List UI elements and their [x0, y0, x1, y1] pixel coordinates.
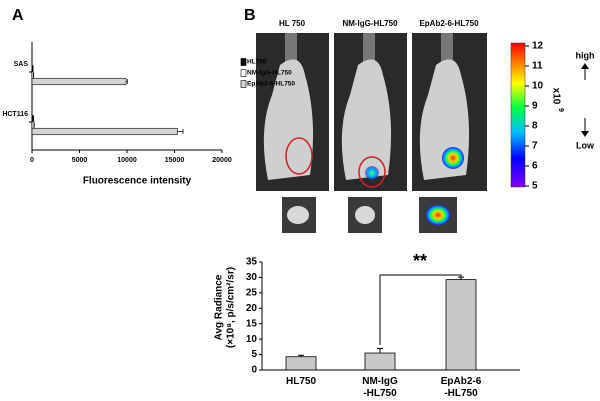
y-axis-label: Avg Radiance (×10⁸, p/s/cm²/sr): [213, 266, 237, 349]
category-label: SAS: [14, 61, 29, 68]
x-tick-label: 0: [30, 157, 34, 164]
error-bar: [377, 347, 383, 354]
panel-label: A: [12, 7, 24, 24]
category-label: HCT116: [2, 111, 28, 118]
colorbar-tick-label: 10: [532, 81, 544, 92]
low-label: Low: [576, 140, 595, 150]
unit-exp: 9: [557, 108, 564, 112]
colorbar: [510, 42, 526, 188]
x-tick-label: 10000: [117, 157, 137, 164]
error-bar: [458, 276, 464, 280]
panel-label: B: [244, 7, 256, 24]
y-tick-label: 10: [246, 334, 258, 345]
x-tick-label: 15000: [165, 157, 185, 164]
y-tick-label: 5: [251, 349, 257, 360]
bar: [31, 127, 178, 136]
y-tick-label: 35: [246, 257, 258, 268]
colorbar-tick-label: 5: [532, 181, 538, 192]
colorbar-tick-label: 8: [532, 121, 538, 132]
colorbar-tick-label: 6: [532, 161, 538, 172]
image-title: NM-IgG-HL750: [342, 19, 398, 28]
x-tick-label: NM-IgG -HL750: [362, 376, 398, 399]
arrow-head: [581, 63, 589, 69]
x-axis-label: Fluorescence intensity: [83, 176, 192, 187]
x-tick-label: EpAb2-6 -HL750: [440, 376, 482, 399]
legend-swatch: [240, 58, 247, 66]
image-title: EpAb2-6-HL750: [419, 19, 479, 28]
x-tick-label: 20000: [212, 157, 232, 164]
y-tick-label: 20: [246, 303, 258, 314]
y-tick-label: 0: [251, 365, 257, 376]
unit-base: x10: [550, 88, 561, 105]
error-bar: [126, 79, 128, 84]
arrow-head: [581, 131, 589, 137]
bar: [31, 71, 34, 79]
bar: [285, 356, 317, 371]
mouse-images: [256, 33, 487, 233]
colorbar-tick-label: 12: [532, 41, 544, 52]
legend-label: EpAb2-6-HL750: [247, 81, 295, 88]
colorbar-tick-label: 11: [532, 61, 543, 72]
error-bar: [298, 354, 304, 357]
x-tick-label: HL750: [285, 376, 316, 387]
y-tick-label: 15: [246, 318, 258, 329]
bar: [31, 77, 127, 86]
colorbar-tick-label: 7: [532, 141, 538, 152]
y-tick-label: 30: [246, 272, 258, 283]
colorbar-unit: x10 9: [550, 88, 564, 112]
annotation: **: [413, 251, 427, 271]
error-bar: [177, 129, 184, 134]
bar: [31, 121, 35, 129]
bar: [31, 114, 34, 123]
legend-label: HL750: [247, 59, 267, 66]
image-title: HL 750: [279, 19, 306, 28]
legend-label: NM-IgG-HL750: [247, 70, 292, 77]
bar: [364, 352, 396, 371]
legend-swatch: [240, 80, 247, 88]
y-tick-label: 25: [246, 287, 258, 298]
x-tick-label: 5000: [72, 157, 88, 164]
bar: [445, 279, 477, 371]
colorbar-tick-label: 9: [532, 101, 538, 112]
legend-swatch: [240, 69, 247, 77]
high-label: high: [576, 50, 595, 60]
